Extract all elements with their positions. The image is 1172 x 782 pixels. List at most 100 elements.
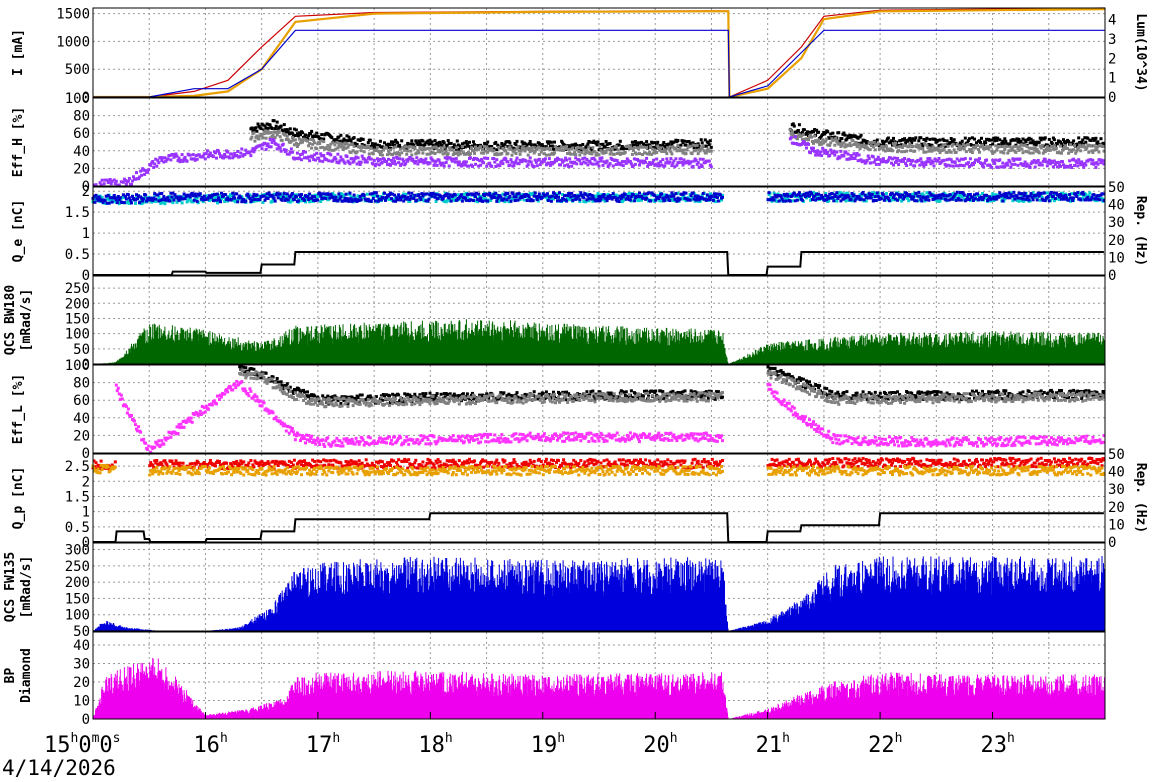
y2-tick-label: 0 xyxy=(1108,268,1116,284)
data-point xyxy=(677,161,681,165)
data-point xyxy=(252,199,256,203)
data-point xyxy=(527,142,531,146)
data-point xyxy=(425,152,429,156)
data-point xyxy=(1024,197,1028,201)
data-point xyxy=(265,192,269,196)
data-point xyxy=(994,193,998,197)
data-point xyxy=(484,197,488,201)
data-point xyxy=(984,141,988,145)
data-point xyxy=(257,137,261,141)
data-point xyxy=(259,127,263,131)
data-point xyxy=(675,199,679,203)
data-point xyxy=(276,143,280,147)
data-point xyxy=(307,144,311,148)
data-point xyxy=(379,198,383,202)
data-point xyxy=(849,198,853,201)
data-point xyxy=(961,157,965,161)
data-point xyxy=(322,196,326,200)
data-point xyxy=(503,193,507,197)
data-point xyxy=(413,392,417,396)
data-point xyxy=(826,130,830,134)
data-point xyxy=(700,193,704,197)
data-point xyxy=(431,159,435,163)
data-point xyxy=(206,196,210,200)
data-point xyxy=(679,143,683,147)
data-point xyxy=(430,194,434,198)
data-point xyxy=(1067,164,1071,168)
data-point xyxy=(349,139,353,143)
data-point xyxy=(599,143,603,146)
data-point xyxy=(643,389,646,393)
data-point xyxy=(336,152,340,156)
data-point xyxy=(505,198,509,202)
data-point xyxy=(264,196,268,200)
data-point xyxy=(808,130,811,134)
data-point xyxy=(339,145,343,149)
data-point xyxy=(105,178,109,182)
data-point xyxy=(238,155,242,159)
data-point xyxy=(928,194,932,198)
data-point xyxy=(1008,142,1012,146)
data-point xyxy=(495,148,499,152)
data-point xyxy=(137,177,140,181)
data-point xyxy=(425,192,429,196)
data-point xyxy=(439,195,443,198)
data-point xyxy=(455,139,459,143)
data-point xyxy=(573,151,577,155)
data-point xyxy=(373,142,377,146)
data-point xyxy=(857,195,861,199)
data-point xyxy=(669,194,673,198)
data-point xyxy=(153,194,157,197)
data-point xyxy=(306,390,309,394)
data-point xyxy=(333,143,337,147)
data-point xyxy=(920,160,924,164)
data-point xyxy=(623,146,627,150)
data-point xyxy=(954,198,958,202)
data-point xyxy=(535,198,539,201)
data-point xyxy=(1071,199,1075,202)
data-point xyxy=(648,150,652,154)
data-point xyxy=(641,159,644,163)
data-point xyxy=(480,151,484,155)
data-point xyxy=(930,149,934,153)
data-point xyxy=(327,159,331,163)
data-point xyxy=(989,199,993,203)
data-point xyxy=(669,150,673,154)
data-point xyxy=(918,163,922,167)
data-point xyxy=(345,395,349,399)
data-point xyxy=(161,198,165,202)
data-point xyxy=(594,392,598,396)
data-point xyxy=(799,134,803,138)
data-point xyxy=(469,156,472,160)
data-point xyxy=(822,149,826,153)
data-point xyxy=(231,191,235,195)
data-point xyxy=(1055,142,1059,146)
data-point xyxy=(628,192,632,196)
data-point xyxy=(394,145,398,149)
data-point xyxy=(939,145,943,149)
data-point xyxy=(883,149,887,153)
data-point xyxy=(851,157,855,161)
data-point xyxy=(385,393,388,397)
data-point xyxy=(622,390,626,394)
data-point xyxy=(884,139,888,143)
data-point xyxy=(597,164,601,168)
data-point xyxy=(408,145,412,149)
data-point xyxy=(597,195,601,198)
data-point xyxy=(1050,145,1054,148)
data-point xyxy=(527,159,531,163)
data-point xyxy=(877,162,881,166)
data-point xyxy=(615,159,619,162)
data-point xyxy=(490,147,494,150)
data-point xyxy=(586,142,590,146)
data-point xyxy=(326,144,330,147)
data-point xyxy=(305,197,308,201)
data-point xyxy=(389,148,392,152)
data-point xyxy=(957,159,961,163)
data-point xyxy=(399,198,403,202)
data-point xyxy=(893,193,896,197)
data-point xyxy=(282,123,286,127)
data-point xyxy=(142,168,146,172)
data-point xyxy=(388,394,391,398)
data-point xyxy=(554,145,557,148)
